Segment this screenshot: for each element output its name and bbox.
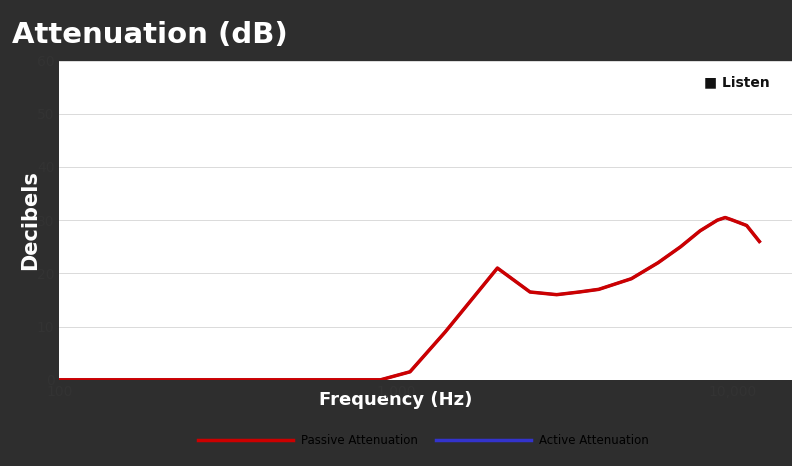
Text: ■ Listen: ■ Listen <box>704 75 770 89</box>
Text: Decibels: Decibels <box>20 170 40 270</box>
Text: Passive Attenuation: Passive Attenuation <box>301 434 418 447</box>
Text: Frequency (Hz): Frequency (Hz) <box>319 391 473 409</box>
Text: Attenuation (dB): Attenuation (dB) <box>12 21 287 49</box>
Text: Active Attenuation: Active Attenuation <box>539 434 649 447</box>
